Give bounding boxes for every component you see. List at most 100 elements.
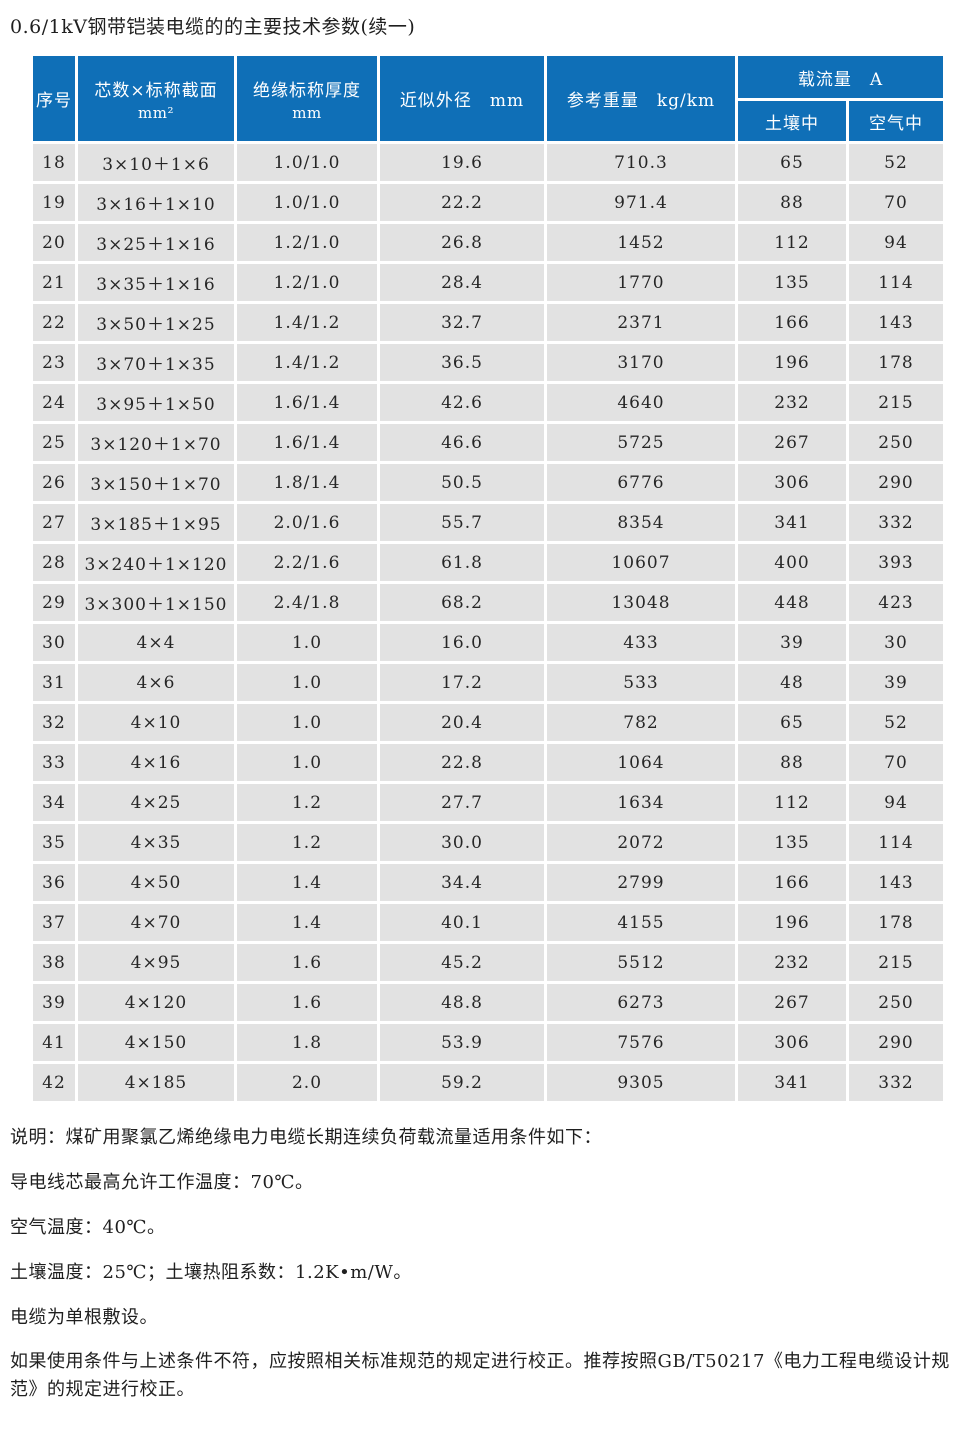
table-row: 28 3×240＋1×120 2.2/1.6 61.8 10607 400 39… xyxy=(33,544,943,581)
cell-thickness: 1.2 xyxy=(237,824,377,861)
cell-weight: 782 xyxy=(547,704,735,741)
cell-outer-diameter: 48.8 xyxy=(380,984,544,1021)
cell-thickness: 2.2/1.6 xyxy=(237,544,377,581)
cell-thickness: 1.2/1.0 xyxy=(237,264,377,301)
cell-weight: 1634 xyxy=(547,784,735,821)
cell-ampacity-air: 114 xyxy=(849,264,943,301)
cell-weight: 10607 xyxy=(547,544,735,581)
cell-weight: 433 xyxy=(547,624,735,661)
cell-thickness: 1.4/1.2 xyxy=(237,344,377,381)
cell-spec: 4×70 xyxy=(78,904,234,941)
cell-outer-diameter: 36.5 xyxy=(380,344,544,381)
header-in-soil: 土壤中 xyxy=(738,101,846,141)
cell-index: 26 xyxy=(33,464,75,501)
table-row: 21 3×35＋1×16 1.2/1.0 28.4 1770 135 114 xyxy=(33,264,943,301)
cell-index: 37 xyxy=(33,904,75,941)
cell-ampacity-soil: 112 xyxy=(738,784,846,821)
table-row: 31 4×6 1.0 17.2 533 48 39 xyxy=(33,664,943,701)
cell-outer-diameter: 55.7 xyxy=(380,504,544,541)
cell-weight: 8354 xyxy=(547,504,735,541)
cell-spec: 4×10 xyxy=(78,704,234,741)
cell-weight: 971.4 xyxy=(547,184,735,221)
cell-outer-diameter: 45.2 xyxy=(380,944,544,981)
cell-index: 33 xyxy=(33,744,75,781)
cell-index: 22 xyxy=(33,304,75,341)
table-row: 24 3×95＋1×50 1.6/1.4 42.6 4640 232 215 xyxy=(33,384,943,421)
cell-weight: 13048 xyxy=(547,584,735,621)
table-header: 序号 芯数×标称截面 mm² 绝缘标称厚度 mm 近似外径 mm 参考重量 kg… xyxy=(33,56,943,141)
cell-spec: 3×25＋1×16 xyxy=(78,224,234,261)
cell-ampacity-air: 290 xyxy=(849,464,943,501)
cell-ampacity-air: 215 xyxy=(849,944,943,981)
table-row: 42 4×185 2.0 59.2 9305 341 332 xyxy=(33,1064,943,1101)
cell-index: 21 xyxy=(33,264,75,301)
header-thickness-line1: 绝缘标称厚度 xyxy=(253,80,361,101)
cell-ampacity-air: 250 xyxy=(849,424,943,461)
cell-ampacity-air: 70 xyxy=(849,744,943,781)
header-outer-diameter-label: 近似外径 mm xyxy=(399,91,525,111)
cell-spec: 3×10＋1×6 xyxy=(78,144,234,181)
cell-index: 18 xyxy=(33,144,75,181)
cell-spec: 4×16 xyxy=(78,744,234,781)
table-row: 39 4×120 1.6 48.8 6273 267 250 xyxy=(33,984,943,1021)
cell-outer-diameter: 20.4 xyxy=(380,704,544,741)
table-row: 23 3×70＋1×35 1.4/1.2 36.5 3170 196 178 xyxy=(33,344,943,381)
cell-spec: 3×300＋1×150 xyxy=(78,584,234,621)
cell-index: 23 xyxy=(33,344,75,381)
cell-spec: 3×16＋1×10 xyxy=(78,184,234,221)
table-row: 41 4×150 1.8 53.9 7576 306 290 xyxy=(33,1024,943,1061)
cell-index: 38 xyxy=(33,944,75,981)
table-body: 18 3×10＋1×6 1.0/1.0 19.6 710.3 65 52 19 … xyxy=(33,144,943,1101)
table-row: 34 4×25 1.2 27.7 1634 112 94 xyxy=(33,784,943,821)
cell-spec: 4×120 xyxy=(78,984,234,1021)
cell-ampacity-air: 423 xyxy=(849,584,943,621)
cell-spec: 3×185＋1×95 xyxy=(78,504,234,541)
cell-thickness: 1.4/1.2 xyxy=(237,304,377,341)
cell-ampacity-soil: 232 xyxy=(738,944,846,981)
cell-index: 41 xyxy=(33,1024,75,1061)
header-in-air-label: 空气中 xyxy=(869,113,923,134)
cell-weight: 7576 xyxy=(547,1024,735,1061)
cell-outer-diameter: 22.2 xyxy=(380,184,544,221)
cell-thickness: 1.2 xyxy=(237,784,377,821)
table-row: 20 3×25＋1×16 1.2/1.0 26.8 1452 112 94 xyxy=(33,224,943,261)
cell-outer-diameter: 40.1 xyxy=(380,904,544,941)
cell-ampacity-soil: 341 xyxy=(738,504,846,541)
cell-spec: 3×50＋1×25 xyxy=(78,304,234,341)
table-row: 37 4×70 1.4 40.1 4155 196 178 xyxy=(33,904,943,941)
cell-ampacity-air: 94 xyxy=(849,784,943,821)
cell-weight: 5725 xyxy=(547,424,735,461)
cell-thickness: 2.0 xyxy=(237,1064,377,1101)
cell-weight: 1064 xyxy=(547,744,735,781)
cell-spec: 4×4 xyxy=(78,624,234,661)
cell-thickness: 1.0 xyxy=(237,704,377,741)
cell-ampacity-soil: 48 xyxy=(738,664,846,701)
table-row: 25 3×120＋1×70 1.6/1.4 46.6 5725 267 250 xyxy=(33,424,943,461)
cell-outer-diameter: 17.2 xyxy=(380,664,544,701)
cell-index: 35 xyxy=(33,824,75,861)
cell-ampacity-soil: 88 xyxy=(738,744,846,781)
cell-ampacity-air: 215 xyxy=(849,384,943,421)
table-row: 32 4×10 1.0 20.4 782 65 52 xyxy=(33,704,943,741)
cell-outer-diameter: 30.0 xyxy=(380,824,544,861)
cell-outer-diameter: 16.0 xyxy=(380,624,544,661)
cell-spec: 3×35＋1×16 xyxy=(78,264,234,301)
cell-ampacity-soil: 166 xyxy=(738,864,846,901)
notes-section: 说明：煤矿用聚氯乙烯绝缘电力电缆长期连续负荷载流量适用条件如下： 导电线芯最高允… xyxy=(10,1124,952,1404)
cell-outer-diameter: 32.7 xyxy=(380,304,544,341)
cell-spec: 3×120＋1×70 xyxy=(78,424,234,461)
cell-thickness: 1.4 xyxy=(237,864,377,901)
cell-spec: 3×70＋1×35 xyxy=(78,344,234,381)
cell-ampacity-soil: 166 xyxy=(738,304,846,341)
cell-weight: 5512 xyxy=(547,944,735,981)
cell-outer-diameter: 42.6 xyxy=(380,384,544,421)
cell-weight: 6776 xyxy=(547,464,735,501)
cell-weight: 2799 xyxy=(547,864,735,901)
cell-ampacity-air: 178 xyxy=(849,904,943,941)
cell-index: 31 xyxy=(33,664,75,701)
cell-spec: 4×95 xyxy=(78,944,234,981)
cell-outer-diameter: 34.4 xyxy=(380,864,544,901)
cell-ampacity-soil: 400 xyxy=(738,544,846,581)
cell-ampacity-soil: 267 xyxy=(738,984,846,1021)
